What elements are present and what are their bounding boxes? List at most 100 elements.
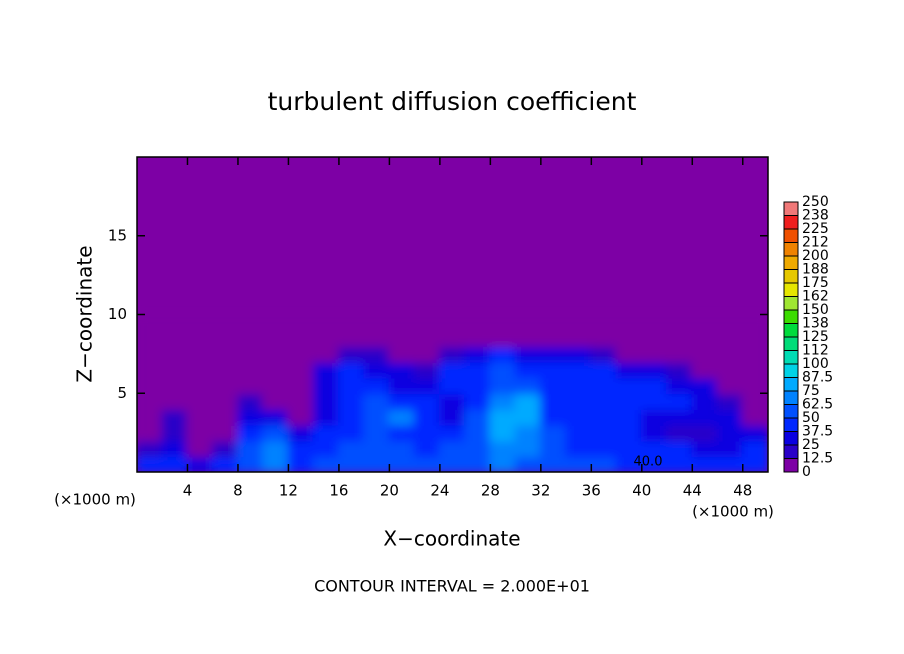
field-cell [388,439,416,458]
field-cell [388,360,416,379]
field-cell [186,439,214,458]
x-tick-label: 28 [481,482,500,500]
field-cell [539,345,568,363]
field-cell [691,423,719,442]
field-cell [438,439,467,458]
field-cell [514,376,542,395]
field-cell [565,392,593,410]
field-cell [590,313,618,332]
field-cell [137,376,164,395]
field-cell [337,360,366,379]
field-cell [211,360,239,379]
field-cell [615,392,643,410]
field-cell [438,345,467,363]
field-cell [363,408,391,426]
field-cell [186,455,214,472]
field-cell [514,360,542,379]
colorbar-label: 150 [802,302,829,318]
field-cell [640,408,669,426]
field-cell [741,439,768,458]
field-cell [438,423,467,442]
colorbar-label: 50 [802,410,820,426]
field-cell [590,392,618,410]
field-cell [161,392,189,410]
field-cell [741,376,768,395]
field-cell [137,345,164,363]
field-cell [615,376,643,395]
field-cell [438,360,467,379]
field-cell [211,392,239,410]
colorbar-box [783,215,799,230]
field-cell [691,376,719,395]
colorbar-label: 25 [802,437,820,453]
field-cell [716,392,744,410]
field-cell [363,439,391,458]
field-cell [236,376,265,395]
y-tick-label: 15 [108,226,127,244]
field-cell [287,360,315,379]
field-cell [287,392,315,410]
colorbar-box [783,255,799,270]
field-cell [312,392,340,410]
field-cell [363,423,391,442]
field-cell [413,455,441,472]
field-cell [590,408,618,426]
field-cell [464,439,492,458]
field-cell [539,376,568,395]
field-cell [590,360,618,379]
field-cell [464,376,492,395]
field-cell [287,376,315,395]
field-cell [388,313,416,332]
contour-label: 40.0 [634,455,663,470]
field-cell [236,360,265,379]
field-cell [312,360,340,379]
chart-title: turbulent diffusion coefficient [268,87,637,116]
field-cell [262,313,290,332]
field-cell [666,423,694,442]
field-cell [262,376,290,395]
field-cell [666,408,694,426]
field-cell [565,408,593,426]
field-cell [413,376,441,395]
field-cell [666,439,694,458]
x-tick-label: 32 [531,482,550,500]
field-cell [161,439,189,458]
field-cell [363,329,391,347]
field-cell [186,423,214,442]
x-tick-label: 48 [733,482,752,500]
field-cell [691,345,719,363]
field-cell [438,313,467,332]
field-cell [666,376,694,395]
field-cell [565,423,593,442]
field-cell [236,455,265,472]
colorbar-box [783,390,799,405]
field-cell [464,313,492,332]
colorbar-box [783,323,799,338]
field-cell [539,455,568,472]
field-cell [716,360,744,379]
field-cell [489,408,517,426]
field-cell [262,345,290,363]
field-cell [514,423,542,442]
field-cell [287,408,315,426]
field-cell [363,376,391,395]
field-cell [186,408,214,426]
field-cell [489,313,517,332]
x-unit-label: (×1000 m) [692,503,774,521]
field-cell [236,392,265,410]
field-cell [489,439,517,458]
field-cell [388,392,416,410]
field-cell [438,376,467,395]
colorbar-label: 212 [802,235,829,251]
colorbar-box [783,377,799,392]
colorbar-box [783,269,799,284]
field-cell [741,455,768,472]
x-tick-label: 4 [183,482,193,500]
field-cell [161,345,189,363]
field-cell [640,423,669,442]
field-cell [691,313,719,332]
field-cell [211,439,239,458]
field-cell [211,423,239,442]
field-cell [539,313,568,332]
